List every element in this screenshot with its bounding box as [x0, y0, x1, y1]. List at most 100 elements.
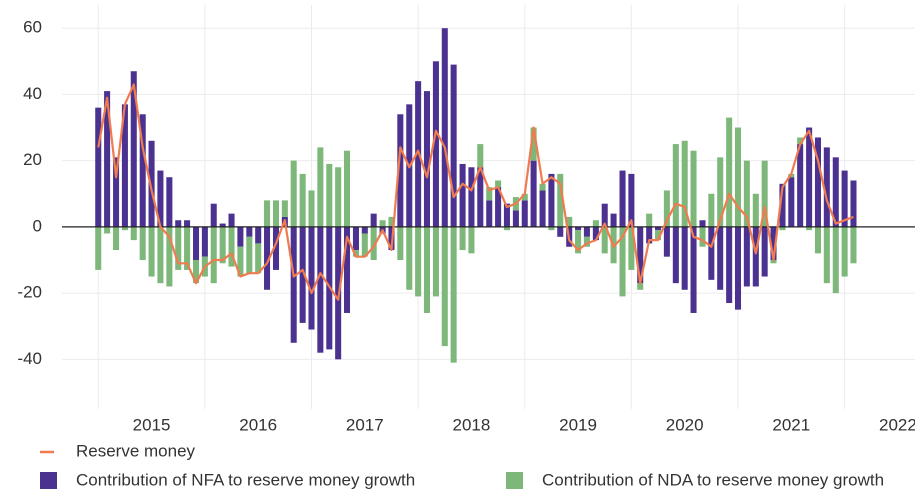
y-tick-label: 40 [23, 84, 42, 103]
bar [655, 230, 662, 241]
bar [557, 173, 564, 227]
y-tick-label: -20 [17, 283, 42, 302]
bar [601, 203, 608, 227]
x-tick-label: 2022 [879, 415, 915, 434]
bar [566, 216, 573, 227]
bar [806, 226, 813, 231]
bar [761, 226, 768, 277]
y-tick-label: 60 [23, 18, 42, 37]
bar [655, 226, 662, 231]
x-tick-label: 2019 [559, 415, 597, 434]
legend-label: Contribution of NFA to reserve money gro… [76, 470, 415, 489]
bar [468, 167, 475, 227]
bar [797, 144, 804, 227]
bar [823, 147, 830, 227]
bar [521, 193, 528, 201]
y-tick-label: 0 [33, 216, 42, 235]
bar [157, 226, 164, 284]
bar [193, 259, 200, 284]
y-tick-label: 20 [23, 150, 42, 169]
bar [139, 114, 146, 227]
bar [95, 226, 102, 270]
bar [139, 226, 146, 260]
bar [637, 226, 644, 284]
bar [548, 226, 555, 231]
bar [681, 226, 688, 290]
bar [237, 246, 244, 277]
bar [495, 180, 502, 188]
bar [166, 226, 173, 287]
bar [397, 114, 404, 227]
x-tick-label: 2017 [346, 415, 384, 434]
bar [95, 107, 102, 227]
line [97, 83, 854, 301]
bar [175, 226, 182, 270]
bar [521, 200, 528, 227]
bar [779, 183, 786, 227]
bar [850, 226, 857, 264]
bar [628, 173, 635, 227]
bar [255, 243, 262, 274]
bar [619, 170, 626, 227]
bar [512, 210, 519, 227]
bar [539, 190, 546, 227]
bar [637, 283, 644, 290]
bar [272, 200, 280, 227]
bar [352, 226, 359, 251]
bar [575, 230, 582, 254]
bar [246, 236, 253, 274]
bar [343, 226, 351, 313]
bar [814, 226, 821, 254]
bar [228, 213, 235, 227]
legend-label: Contribution of NDA to reserve money gro… [542, 470, 884, 489]
bar [557, 226, 564, 237]
bar [104, 226, 111, 234]
bar [601, 226, 608, 254]
bar [770, 226, 777, 260]
bar [335, 167, 342, 227]
bar [423, 226, 430, 313]
bar [663, 226, 670, 257]
bar [646, 226, 653, 244]
bar [272, 226, 280, 270]
bar [663, 190, 670, 227]
bar [690, 150, 697, 227]
bar [592, 226, 599, 241]
bar [370, 213, 377, 227]
bar [779, 226, 786, 231]
legend-label: Reserve money [76, 441, 196, 460]
bar [477, 144, 484, 168]
bar [281, 200, 288, 217]
bar [441, 28, 448, 227]
bar [237, 226, 244, 247]
bar [797, 137, 804, 145]
bar [219, 223, 226, 227]
bar [130, 71, 137, 227]
bar [423, 91, 430, 227]
bar [379, 220, 386, 227]
bar [823, 226, 830, 284]
bar [592, 220, 599, 227]
bar [432, 226, 439, 297]
bar [832, 157, 839, 227]
x-tick-label: 2021 [772, 415, 810, 434]
legend-swatch [40, 472, 57, 489]
x-tick-label: 2018 [453, 415, 491, 434]
bar [734, 127, 742, 227]
bar [228, 226, 235, 267]
bar [628, 226, 635, 270]
bar [646, 213, 653, 227]
bar [308, 226, 315, 330]
bar [468, 226, 475, 254]
bar [770, 259, 777, 264]
bar [610, 213, 617, 227]
bar [326, 163, 333, 227]
bar [486, 187, 493, 201]
bar [619, 226, 626, 297]
bar [121, 104, 128, 227]
bar [210, 203, 217, 227]
bar [415, 226, 422, 297]
bar [672, 226, 679, 284]
bar [459, 163, 466, 227]
bar [450, 64, 457, 227]
